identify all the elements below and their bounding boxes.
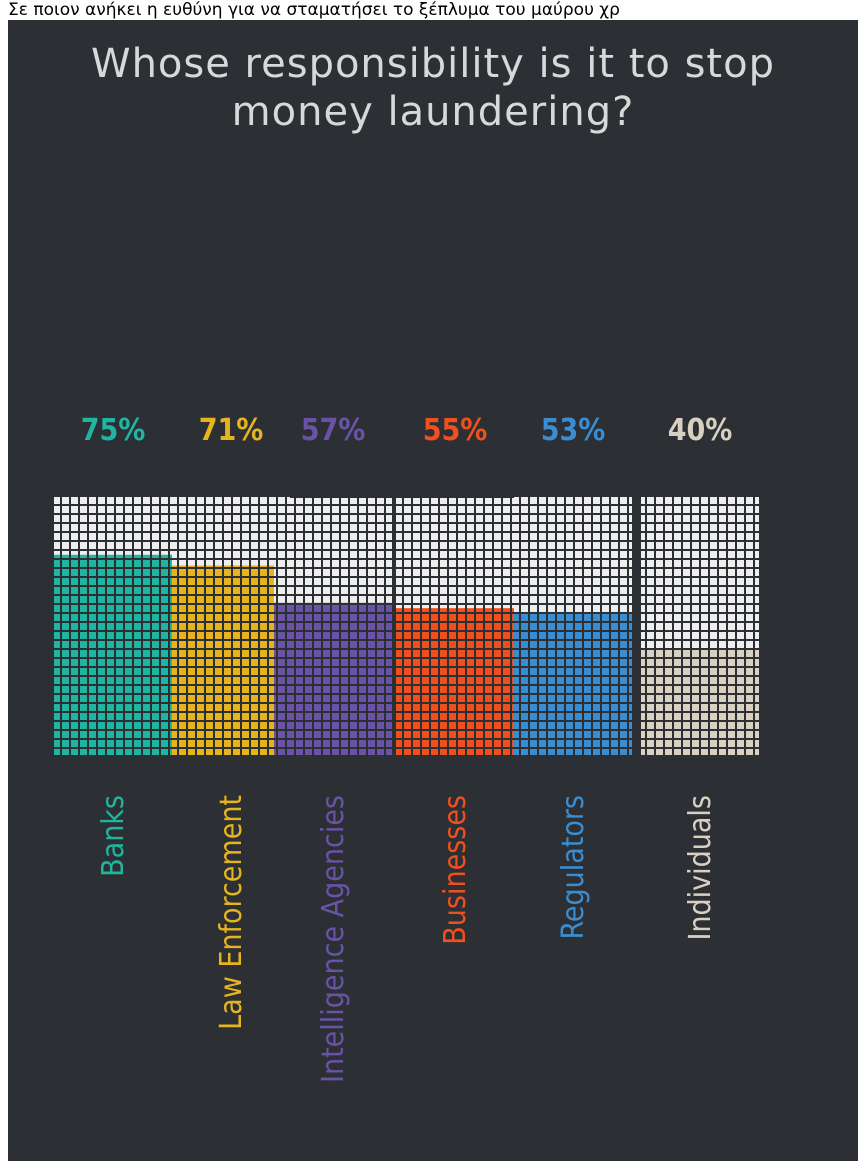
- chart-title: Whose responsibility is it to stop money…: [91, 41, 775, 135]
- category-label: Regulators: [556, 795, 591, 940]
- category-label: Law Enforcement: [214, 795, 249, 1030]
- windows: [172, 495, 290, 755]
- category-label: Individuals: [683, 795, 718, 941]
- value-label: 55%: [423, 413, 488, 448]
- chart: 75% Banks 71% Law Enforcement 57% Intelligenc…: [54, 413, 759, 1083]
- value-label: 40%: [668, 413, 733, 448]
- category-label: Banks: [96, 795, 131, 877]
- value-label: 57%: [301, 413, 366, 448]
- category-label: Businesses: [438, 795, 473, 945]
- value-label: 71%: [199, 413, 264, 448]
- windows: [54, 495, 172, 755]
- infographic: Whose responsibility is it to stop money…: [8, 20, 858, 1161]
- value-label: 75%: [81, 413, 146, 448]
- windows: [514, 495, 632, 755]
- caption: Σε ποιον ανήκει η ευθύνη για να σταματήσ…: [8, 0, 620, 20]
- windows: [396, 498, 514, 755]
- windows: [274, 498, 392, 755]
- windows: [641, 495, 759, 755]
- category-label: Intelligence Agencies: [316, 795, 351, 1083]
- value-label: 53%: [541, 413, 606, 448]
